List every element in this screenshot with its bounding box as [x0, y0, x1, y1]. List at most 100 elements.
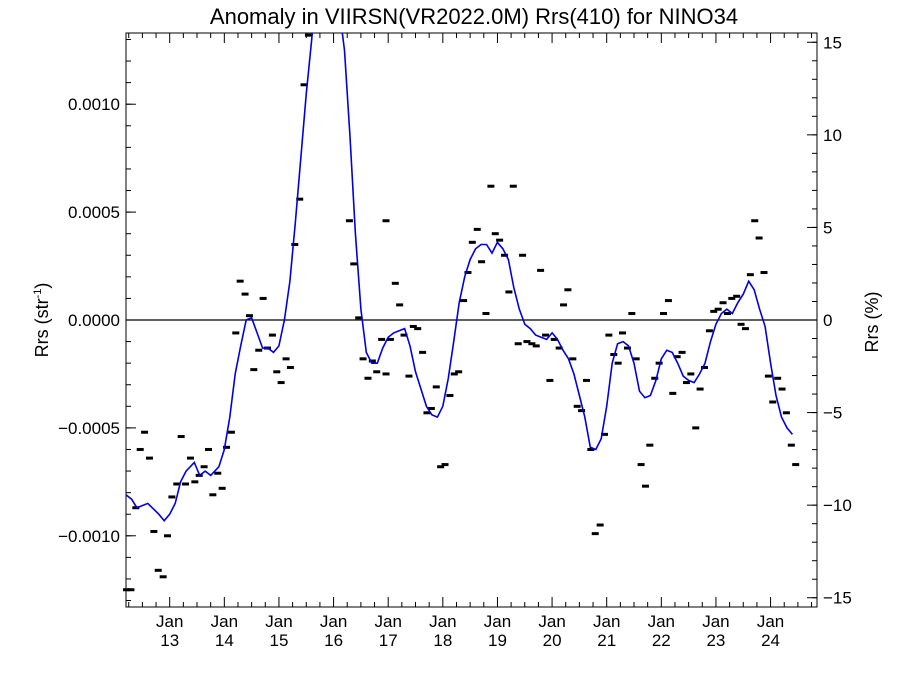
- x-tick-label-month: Jan: [648, 612, 675, 631]
- right-tick-label: 0: [823, 311, 832, 330]
- data-point: [300, 83, 308, 87]
- left-axis-title-main: Rrs (str: [32, 298, 52, 357]
- data-point: [423, 411, 431, 415]
- data-point: [601, 432, 609, 436]
- data-point: [355, 316, 363, 320]
- data-point: [628, 312, 636, 316]
- data-point: [345, 219, 353, 223]
- data-point: [432, 385, 440, 389]
- left-tick-label: 0.0010: [68, 95, 120, 114]
- data-point: [591, 532, 599, 536]
- data-point: [519, 253, 527, 257]
- data-point: [564, 288, 572, 292]
- data-point: [273, 370, 281, 374]
- x-tick-label-year: 14: [215, 631, 234, 650]
- data-point: [782, 411, 790, 415]
- data-point: [641, 484, 649, 488]
- data-point: [655, 361, 663, 365]
- data-point: [232, 331, 240, 335]
- data-point: [127, 588, 135, 592]
- data-point: [542, 333, 550, 337]
- data-point: [682, 381, 690, 385]
- data-point: [218, 486, 226, 490]
- x-tick-label-year: 17: [379, 631, 398, 650]
- data-point: [514, 342, 522, 346]
- data-point: [350, 262, 358, 266]
- data-point: [651, 376, 659, 380]
- data-point: [660, 312, 668, 316]
- data-point: [259, 296, 267, 300]
- x-tick-label-year: 13: [160, 631, 179, 650]
- data-point: [646, 443, 654, 447]
- data-point: [787, 443, 795, 447]
- data-point: [555, 346, 563, 350]
- data-point: [368, 359, 376, 363]
- data-point: [687, 372, 695, 376]
- x-tick-label-year: 22: [652, 631, 671, 650]
- x-tick-label-month: Jan: [211, 612, 238, 631]
- data-point: [209, 493, 217, 497]
- data-point: [460, 299, 468, 303]
- data-point: [150, 529, 158, 533]
- x-tick-label-month: Jan: [374, 612, 401, 631]
- left-axis-title-close: ): [32, 283, 52, 289]
- data-point: [427, 406, 435, 410]
- x-tick-label-month: Jan: [429, 612, 456, 631]
- data-point: [637, 463, 645, 467]
- data-point: [400, 333, 408, 337]
- data-point: [255, 348, 263, 352]
- x-tick-label-month: Jan: [593, 612, 620, 631]
- x-tick-label-year: 20: [543, 631, 562, 650]
- right-tick-label: 15: [823, 33, 842, 52]
- data-point: [778, 387, 786, 391]
- x-tick-label-month: Jan: [265, 612, 292, 631]
- data-point: [191, 480, 199, 484]
- data-point: [204, 447, 212, 451]
- data-point: [164, 534, 172, 538]
- data-point: [437, 465, 445, 469]
- data-point: [723, 312, 731, 316]
- data-point: [396, 303, 404, 307]
- data-point: [173, 482, 181, 486]
- data-point: [468, 240, 476, 244]
- data-point: [277, 381, 285, 385]
- data-point: [145, 456, 153, 460]
- data-point: [733, 294, 741, 298]
- data-point: [692, 426, 700, 430]
- data-point: [664, 299, 672, 303]
- data-point: [755, 236, 763, 240]
- data-point: [414, 327, 422, 331]
- data-point: [359, 357, 367, 361]
- x-tick-label-month: Jan: [538, 612, 565, 631]
- data-point: [578, 409, 586, 413]
- data-point: [587, 447, 595, 451]
- data-point: [710, 309, 718, 313]
- data-point: [291, 242, 299, 246]
- data-point: [282, 357, 290, 361]
- data-point: [378, 337, 386, 341]
- data-point: [760, 271, 768, 275]
- data-point: [573, 404, 581, 408]
- data-point: [487, 184, 495, 188]
- data-point: [409, 324, 417, 328]
- data-point: [364, 376, 372, 380]
- data-point: [141, 430, 149, 434]
- left-axis-title-sup: -1: [32, 289, 44, 299]
- data-point: [605, 333, 613, 337]
- data-point: [501, 253, 509, 257]
- data-point: [455, 370, 463, 374]
- data-point: [405, 374, 413, 378]
- data-point: [391, 281, 399, 285]
- data-point: [168, 495, 176, 499]
- data-point: [382, 372, 390, 376]
- data-point: [769, 400, 777, 404]
- data-point: [550, 337, 558, 341]
- right-axis-title: Rrs (%): [862, 292, 882, 353]
- right-tick-label: 10: [823, 126, 842, 145]
- data-point: [304, 33, 312, 37]
- data-point: [441, 463, 449, 467]
- data-point: [505, 290, 513, 294]
- data-point: [523, 340, 531, 344]
- data-point: [286, 365, 294, 369]
- data-point: [764, 374, 772, 378]
